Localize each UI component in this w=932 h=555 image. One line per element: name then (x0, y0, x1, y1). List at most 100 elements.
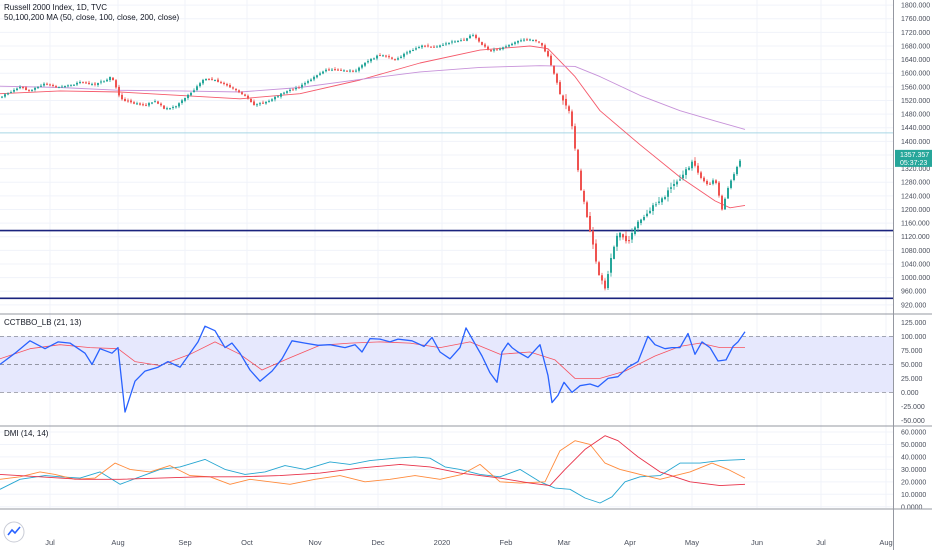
candle-body (469, 35, 471, 39)
candle-body (502, 47, 504, 50)
candle-body (370, 59, 372, 62)
candle-body (568, 106, 570, 111)
candle-body (604, 280, 606, 289)
candle-body (217, 79, 219, 82)
candle-body (424, 45, 426, 47)
candle-body (49, 84, 51, 86)
candle-body (706, 180, 708, 185)
candle-body (622, 234, 624, 238)
candle-body (619, 232, 621, 238)
candle-body (136, 103, 138, 105)
candle-body (334, 69, 336, 71)
candle-body (259, 103, 261, 105)
candle-body (415, 48, 417, 50)
candle-body (328, 69, 330, 71)
candle-body (481, 42, 483, 45)
candle-body (625, 235, 627, 242)
candle-body (175, 106, 177, 108)
candle-body (283, 92, 285, 94)
candle-body (631, 233, 633, 240)
candle-body (439, 45, 441, 47)
candle-body (457, 40, 459, 42)
candle-body (139, 103, 141, 105)
candle-body (61, 86, 63, 88)
candle-body (73, 84, 75, 86)
candle-body (22, 87, 24, 89)
candle-body (145, 104, 147, 106)
candle-body (442, 44, 444, 46)
candle-body (640, 219, 642, 223)
candle-body (460, 40, 462, 42)
candle-body (427, 45, 429, 47)
candle-body (409, 50, 411, 53)
candle-body (223, 82, 225, 84)
candle-body (364, 62, 366, 66)
candle-body (700, 172, 702, 178)
candle-body (385, 55, 387, 57)
last-price-tag (895, 149, 932, 167)
candle-body (532, 39, 534, 41)
candle-body (85, 82, 87, 84)
dmi-tick-label: 50.0000 (901, 442, 926, 449)
candle-body (10, 92, 12, 94)
candle-body (664, 197, 666, 199)
candle-body (172, 106, 174, 108)
candle-body (694, 160, 696, 166)
candle-body (244, 94, 246, 96)
candle-body (724, 198, 726, 210)
candle-body (193, 90, 195, 93)
candle-body (688, 167, 690, 170)
candle-body (19, 86, 21, 89)
candle-body (34, 87, 36, 90)
candle-body (472, 35, 474, 37)
price-tick-label: 1800.000 (901, 3, 930, 10)
candle-body (583, 190, 585, 202)
price-tick-label: 1400.000 (901, 139, 930, 146)
candle-body (388, 56, 390, 58)
price-title: Russell 2000 Index, 1D, TVC (4, 3, 108, 12)
oscillator-tick-label: 100.000 (901, 334, 926, 341)
month-tick-label: Feb (500, 538, 513, 547)
candle-body (691, 161, 693, 169)
candle-body (256, 104, 258, 106)
candle-body (394, 59, 396, 61)
candle-body (13, 89, 15, 92)
candle-body (676, 181, 678, 185)
candle-body (643, 216, 645, 220)
candle-body (142, 104, 144, 106)
price-tick-label: 1560.000 (901, 84, 930, 91)
candle-body (658, 201, 660, 203)
candle-body (637, 221, 639, 229)
candle-body (70, 85, 72, 87)
candle-body (616, 235, 618, 247)
candle-body (31, 89, 33, 91)
candle-body (115, 80, 117, 88)
price-tick-label: 1280.000 (901, 180, 930, 187)
candle-body (64, 85, 66, 88)
candle-body (577, 149, 579, 171)
candle-body (571, 111, 573, 127)
candle-body (4, 94, 6, 97)
candle-body (400, 56, 402, 58)
oscillator-tick-label: 75.000 (901, 348, 923, 355)
candle-body (148, 103, 150, 106)
month-tick-label: Jul (816, 538, 826, 547)
dmi-line-3 (0, 435, 746, 487)
candle-body (565, 98, 567, 106)
month-tick-label: 2020 (434, 538, 451, 547)
candle-body (712, 180, 714, 184)
ma-line-1 (0, 45, 746, 209)
candle-body (376, 55, 378, 59)
candle-body (454, 41, 456, 43)
candle-body (325, 69, 327, 72)
candle-body (241, 92, 243, 95)
dmi-title: DMI (14, 14) (4, 429, 49, 438)
candle-body (709, 183, 711, 185)
candle-body (682, 174, 684, 179)
dmi-line-1 (0, 456, 746, 504)
candle-body (526, 39, 528, 41)
candle-body (490, 50, 492, 52)
candle-body (685, 169, 687, 175)
candle-body (391, 57, 393, 59)
